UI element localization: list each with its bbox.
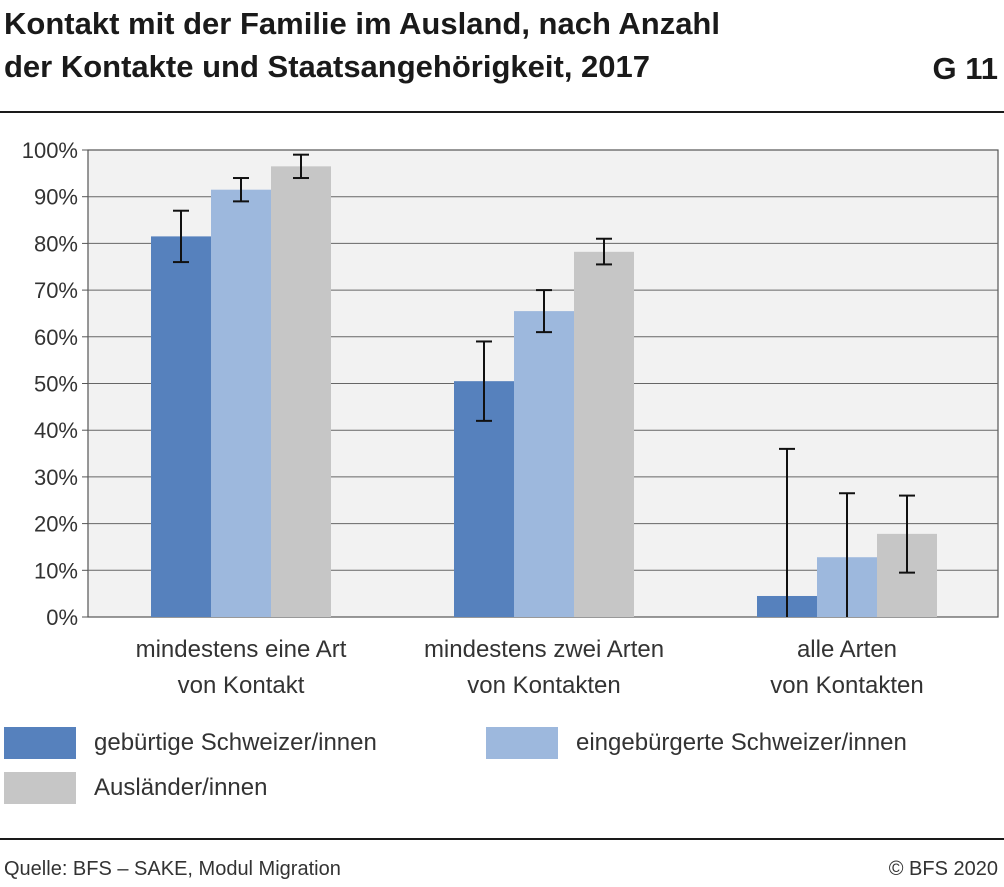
source-note: Quelle: BFS – SAKE, Modul Migration [4,858,341,880]
category-label: von Kontakten [467,672,620,699]
legend-swatch-auslaender [4,772,76,804]
legend-item-gebuertige: gebürtige Schweizer/innen [4,726,377,760]
title-line-2: der Kontakte und Staatsangehörigkeit, 20… [4,49,651,84]
y-tick-label: 0% [46,605,78,630]
y-tick-label: 20% [34,512,78,537]
y-tick-label: 80% [34,231,78,256]
title-line-1: Kontakt mit der Familie im Ausland, nach… [4,6,720,41]
bar [211,189,271,617]
category-label: mindestens zwei Arten [424,636,664,663]
y-tick-label: 70% [34,278,78,303]
y-tick-label: 50% [34,372,78,397]
y-tick-label: 40% [34,418,78,443]
bar [151,236,211,617]
copyright-note: © BFS 2020 [888,858,998,880]
bottom-divider [0,838,1004,840]
bar [271,166,331,617]
top-divider [0,111,1004,113]
bar-chart: 0% 10% 20% 30% 40% 50% 60% 70% 80% 90% 100% mindest… [22,138,999,699]
legend-label-auslaender: Ausländer/innen [94,774,268,801]
y-tick-label: 90% [34,185,78,210]
legend-label-eingebuergerte: eingebürgerte Schweizer/innen [576,729,907,756]
y-tick-label: 10% [34,558,78,583]
y-tick-label: 30% [34,465,78,490]
legend-swatch-gebuertige [4,727,76,759]
category-label: mindestens eine Art [136,636,347,663]
category-label: von Kontakten [770,672,923,699]
legend-label-gebuertige: gebürtige Schweizer/innen [94,729,377,756]
bar [574,251,634,617]
category-label: von Kontakt [178,672,305,699]
legend-item-auslaender: Ausländer/innen [4,771,267,805]
y-tick-label: 60% [34,325,78,350]
y-tick-label: 100% [22,138,78,163]
chart-title: Kontakt mit der Familie im Ausland, nach… [4,2,884,88]
category-label: alle Arten [797,636,897,663]
legend-swatch-eingebuergerte [486,727,558,759]
bar [514,311,574,617]
figure-number: G 11 [932,51,999,86]
legend-item-eingebuergerte: eingebürgerte Schweizer/innen [486,726,907,760]
